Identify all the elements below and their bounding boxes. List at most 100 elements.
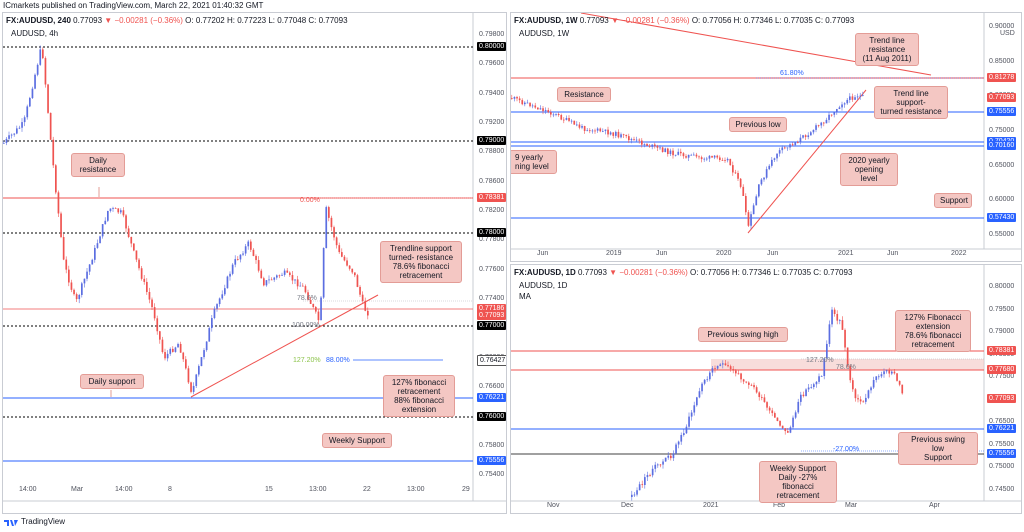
candle-body	[667, 148, 669, 155]
price-tag: 0.77680	[987, 365, 1017, 374]
price-tick: 0.77600	[479, 265, 505, 273]
trendline-note: Trendline support turned- resistance 78.…	[380, 241, 462, 283]
price-tag: 0.75556	[987, 107, 1017, 116]
candle-body	[216, 304, 218, 309]
candle-body	[828, 324, 831, 344]
candle-body	[830, 114, 833, 116]
candle-body	[774, 413, 776, 418]
chart-canvas-1d[interactable]	[511, 265, 1022, 514]
candle-body	[651, 144, 654, 147]
yearly-2020-note: 2020 yearly opening level	[840, 153, 898, 186]
ext-127-label: 127.20%	[806, 357, 834, 364]
candle-body	[36, 64, 39, 75]
candle-body	[513, 96, 516, 99]
candle-body	[700, 157, 703, 160]
candle-body	[281, 274, 283, 276]
fib-100-label: 100.00%	[292, 322, 320, 329]
candle-body	[714, 368, 716, 369]
candle-body	[205, 341, 208, 351]
candle-body	[68, 269, 70, 283]
candle-body	[218, 298, 221, 305]
candle-body	[680, 434, 683, 442]
candle-body	[250, 241, 252, 250]
chart-panel-1d[interactable]: FX:AUDUSD, 1D 0.77093 ▼ −0.00281 (−0.36%…	[510, 264, 1022, 514]
trendline-support	[190, 294, 379, 398]
candle-body	[62, 237, 65, 260]
candle-body	[677, 441, 680, 445]
chart-canvas-1w[interactable]	[511, 13, 1022, 262]
candle-body	[659, 464, 662, 466]
candle-body	[719, 157, 721, 160]
candle-body	[42, 49, 44, 59]
candle-body	[555, 113, 557, 115]
candle-body	[75, 294, 78, 300]
candle-body	[521, 100, 524, 105]
indicator-label[interactable]: MA	[519, 292, 531, 301]
candle-body	[583, 126, 586, 131]
ext-127-label: 127.20%	[293, 357, 321, 364]
candle-body	[646, 144, 648, 146]
candle-body	[800, 394, 802, 402]
price-tick: 0.75400	[479, 471, 505, 478]
last-price: 0.77093	[578, 268, 607, 277]
candle-body	[732, 165, 734, 173]
candle-body	[122, 210, 125, 216]
candle-body	[511, 98, 513, 99]
candle-body	[16, 128, 18, 134]
candle-body	[5, 138, 8, 143]
last-price: 0.77093	[73, 16, 103, 25]
candle-body	[669, 150, 672, 155]
candle-body	[648, 145, 651, 147]
candle-body	[851, 96, 854, 100]
candle-body	[659, 147, 661, 149]
candle-body	[146, 281, 148, 292]
candle-body	[96, 243, 99, 248]
candle-body	[302, 285, 304, 287]
candle-body	[169, 348, 172, 354]
candle-body	[198, 366, 200, 375]
price-tag: 0.76000	[477, 412, 506, 421]
candle-body	[765, 169, 768, 178]
candle-body	[185, 359, 187, 369]
price-tick: 0.60000	[989, 196, 1015, 204]
candle-body	[810, 386, 813, 388]
last-price: 0.77093	[579, 16, 609, 25]
currency-label: USD	[1000, 30, 1015, 37]
candle-body	[797, 142, 799, 143]
price-tick: 0.75000	[989, 127, 1015, 134]
chart-panel-4h[interactable]: FX:AUDUSD, 240 0.77093 ▼ −0.00281 (−0.36…	[2, 12, 507, 514]
candle-body	[817, 125, 820, 127]
time-tick: 2022	[951, 250, 967, 257]
candle-body	[849, 365, 852, 381]
daily-resistance-note: Daily resistance	[71, 153, 125, 177]
candle-body	[703, 379, 706, 384]
chart-canvas-4h[interactable]	[3, 13, 507, 514]
candle-body	[224, 288, 226, 295]
candle-body	[841, 320, 844, 330]
candle-body	[654, 144, 656, 146]
trend-resistance-note: Trend line resistance (11 Aug 2011)	[855, 33, 919, 66]
candle-body	[294, 279, 296, 281]
tradingview-logo[interactable]: TradingView	[4, 517, 65, 526]
candle-body	[633, 494, 636, 496]
chart-panel-1w[interactable]: FX:AUDUSD, 1W 0.77093 ▼ −0.00281 (−0.36%…	[510, 12, 1022, 262]
candle-body	[516, 96, 518, 99]
candle-body	[789, 144, 791, 148]
candle-body	[735, 370, 737, 374]
candle-body	[656, 145, 659, 148]
candle-body	[315, 307, 317, 312]
time-tick: Mar	[845, 502, 858, 509]
candle-body	[664, 457, 667, 462]
candle-body	[771, 159, 773, 166]
candle-body	[60, 213, 62, 238]
pair-label: AUDUSD, 4h	[11, 29, 59, 38]
candle-body	[761, 397, 763, 398]
candle-body	[229, 273, 231, 277]
candle-body	[729, 158, 732, 166]
candle-body	[18, 127, 21, 129]
time-tick: Jun	[537, 250, 549, 257]
candle-body	[13, 133, 16, 135]
candle-body	[348, 265, 351, 269]
price-tag: 0.75556	[987, 449, 1017, 458]
price-tick: 0.75500	[989, 440, 1015, 448]
